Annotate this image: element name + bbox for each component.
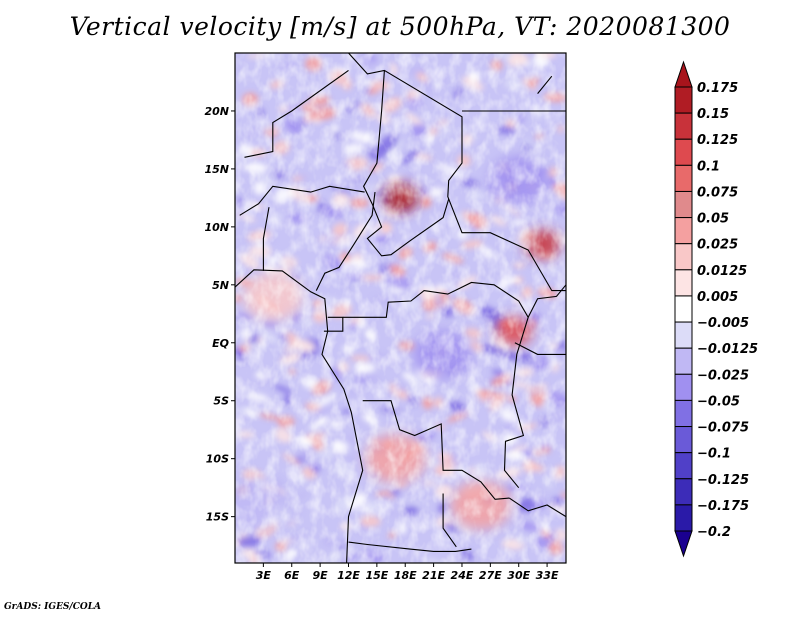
lon-tick-label: 30E xyxy=(507,569,530,582)
chart-title: Vertical velocity [m/s] at 500hPa, VT: 2… xyxy=(69,12,731,41)
colorbar-bottom-arrow xyxy=(674,530,693,558)
lon-tick-label: 12E xyxy=(337,569,360,582)
border-line xyxy=(348,53,566,292)
colorbar-swatch xyxy=(674,217,693,245)
colorbar-swatch xyxy=(674,112,693,140)
lat-tick-label: EQ xyxy=(212,337,229,350)
colorbar-swatch xyxy=(674,478,693,506)
colorbar-swatch xyxy=(674,190,693,219)
field-speckle xyxy=(235,53,566,563)
colorbar-label: 0.05 xyxy=(697,212,729,227)
lon-tick-label: 27E xyxy=(479,569,502,582)
colorbar-label: −0.05 xyxy=(697,394,740,409)
colorbar-swatch xyxy=(674,243,693,271)
colorbar-swatch xyxy=(674,164,693,192)
colorbar-label: −0.005 xyxy=(697,316,749,331)
lon-tick-label: 15E xyxy=(365,569,388,582)
border-line xyxy=(442,493,457,548)
colorbar-label: 0.005 xyxy=(697,290,738,305)
lat-tick-label: 20N xyxy=(204,105,229,118)
lat-tick-label: 15N xyxy=(204,163,229,176)
colorbar-swatch xyxy=(674,504,693,532)
colorbar-label: −0.125 xyxy=(697,473,749,488)
lon-tick-label: 6E xyxy=(284,569,300,582)
colorbar-swatch xyxy=(674,138,693,166)
colorbar-swatch xyxy=(674,86,693,114)
colorbar-swatch xyxy=(674,426,693,454)
colorbar-label: −0.075 xyxy=(697,421,749,436)
lon-tick-label: 9E xyxy=(313,569,329,582)
latitude-axis: 20N 15N 10N 5N EQ 5S 10S 15S xyxy=(204,105,235,524)
colorbar: 0.175 0.15 0.125 0.1 0.075 0.05 0.025 0.0125 0.0… xyxy=(674,60,758,558)
colorbar-label: 0.175 xyxy=(697,81,738,96)
longitude-axis: 3E 6E 9E 12E 15E 18E 21E 24E 27E 30E 33E xyxy=(256,563,559,582)
colorbar-swatch xyxy=(674,295,693,323)
colorbar-swatch xyxy=(674,452,693,480)
lat-tick-label: 5S xyxy=(213,395,229,408)
colorbar-top-arrow xyxy=(674,60,693,88)
lat-tick-label: 15S xyxy=(206,511,229,524)
lon-tick-label: 24E xyxy=(451,569,474,582)
colorbar-label: 0.15 xyxy=(697,107,729,122)
colorbar-label: −0.1 xyxy=(697,447,731,462)
country-borders xyxy=(235,53,566,563)
border-line xyxy=(527,284,566,318)
lon-tick-label: 18E xyxy=(394,569,417,582)
colorbar-swatch xyxy=(674,269,693,297)
colorbar-label: −0.025 xyxy=(697,368,749,383)
border-line xyxy=(323,316,344,332)
colorbar-label: 0.125 xyxy=(697,133,738,148)
border-line xyxy=(235,269,364,563)
lat-tick-label: 5N xyxy=(212,279,229,292)
border-line xyxy=(239,185,365,216)
lat-tick-label: 10S xyxy=(206,453,229,466)
map-frame xyxy=(234,52,567,564)
colorbar-label: 0.025 xyxy=(697,238,738,253)
colorbar-label: −0.175 xyxy=(697,499,749,514)
colorbar-swatch xyxy=(674,347,693,375)
colorbar-label: 0.0125 xyxy=(697,264,747,279)
velocity-field xyxy=(235,53,566,563)
border-line xyxy=(315,192,376,291)
border-line xyxy=(508,497,566,518)
colorbar-label: 0.1 xyxy=(697,159,720,174)
border-line xyxy=(342,281,529,489)
colorbar-label: −0.2 xyxy=(697,525,731,540)
lon-tick-label: 3E xyxy=(256,569,272,582)
colorbar-label: 0.075 xyxy=(697,185,738,200)
border-line xyxy=(348,541,472,552)
border-line xyxy=(514,342,566,355)
border-line xyxy=(362,70,450,257)
border-line xyxy=(362,400,510,500)
lon-tick-label: 21E xyxy=(422,569,445,582)
colorbar-swatch xyxy=(674,399,693,428)
grads-credit: GrADS: IGES/COLA xyxy=(4,602,102,612)
lat-tick-label: 10N xyxy=(204,221,229,234)
colorbar-swatch xyxy=(674,321,693,349)
colorbar-swatch xyxy=(674,373,693,401)
border-line xyxy=(244,69,349,158)
lon-tick-label: 33E xyxy=(536,569,559,582)
colorbar-label: −0.0125 xyxy=(697,342,758,357)
border-line xyxy=(262,207,270,271)
border-line xyxy=(537,75,553,94)
